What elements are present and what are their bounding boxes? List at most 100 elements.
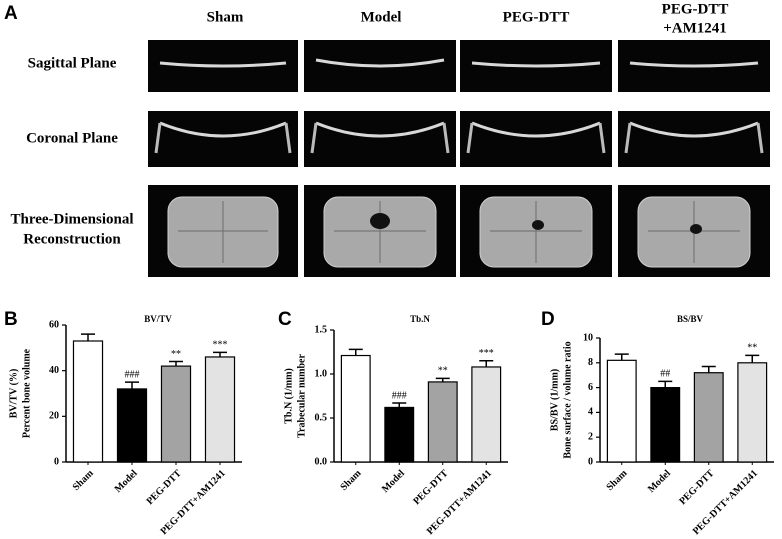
panel-letter: D [541,309,555,330]
significance: *** [479,348,494,359]
x-tick-label: Sham [71,467,97,493]
y-tick-label: 60 [49,319,59,330]
significance: ### [392,390,407,401]
error-bar [745,354,760,363]
y-axis-label: BV/TV (%) [8,369,19,419]
row-label: Three-Dimensional [10,211,133,227]
y-tick-label: 6 [588,382,593,393]
bar [384,406,415,463]
x-tick-label: Model [113,468,140,495]
bone-slice [471,61,601,68]
defect [690,224,702,234]
bone-edge [466,122,606,154]
bone-edge [624,122,764,154]
defect [370,213,390,229]
error-bar [213,351,227,357]
bar [427,381,458,463]
bone-slice [315,58,445,68]
error-bar [392,402,407,408]
ct-image [618,111,770,167]
bar [72,340,104,463]
y-tick-label: 4 [588,407,593,418]
bar [471,366,502,463]
bone-slice [629,121,759,138]
bar [650,387,681,463]
y-tick-label: 0 [54,456,59,467]
column-header: PEG-DTT [662,1,729,17]
y-axis-label: Tb.N (1/mm) [283,368,294,424]
panel-letter: A [4,3,18,24]
ct-image [148,111,298,167]
column-header: PEG-DTT [503,9,570,25]
row-label: Sagittal Plane [28,55,117,71]
error-bar [348,348,363,356]
significance: ** [747,343,757,354]
suture [178,201,268,263]
y-tick-label: 0 [588,456,593,467]
bar [340,354,371,463]
error-bar [125,381,139,389]
y-tick-label: 20 [49,411,59,422]
suture [490,201,582,263]
ct-image [304,111,456,167]
y-tick-label: 2 [588,431,593,442]
bone-slice [629,61,759,68]
y-tick-label: 1.0 [315,368,328,379]
panel-letter: C [278,309,292,330]
error-bar [658,380,673,388]
y-tick-label: 0.5 [315,412,328,423]
chart-title: BV/TV [144,314,172,324]
bone-edge [310,122,450,154]
column-header: Sham [207,9,244,25]
chart-title: Tb.N [410,314,430,324]
y-axis-label: BS/BV (1/mm) [549,369,560,431]
significance: ** [171,349,181,360]
error-bar [701,365,716,373]
y-tick-label: 0.0 [315,456,328,467]
bone-slice [315,121,445,138]
column-header: Model [361,9,402,25]
significance: *** [213,340,228,351]
bar [606,359,637,463]
error-bar [435,377,450,382]
y-tick-label: 1.5 [315,324,328,335]
x-tick-label: Model [646,468,673,495]
panel-letter: B [4,309,18,330]
bar [160,365,192,463]
x-tick-label: PEG-DTT [145,468,184,507]
bar [693,372,724,463]
y-axis-label: Percent bone volume [21,348,32,438]
x-tick-label: PEG-DTT [411,468,450,507]
bar [116,388,148,463]
bone-slice [471,121,601,138]
ct-image [460,111,612,167]
significance: ** [438,366,448,377]
bone-edge [154,122,292,154]
suture [334,201,426,263]
error-bar [479,360,494,367]
x-tick-label: Sham [338,467,364,493]
row-label: Reconstruction [23,231,121,247]
error-bar [169,360,183,367]
row-label: Coronal Plane [26,130,118,146]
significance: ## [660,369,670,380]
significance: ### [125,369,140,380]
y-tick-label: 8 [588,357,593,368]
x-tick-label: Sham [604,467,630,493]
column-header: +AM1241 [663,20,727,36]
bone-slice [159,121,287,138]
x-tick-label: Model [380,468,407,495]
bar [737,362,768,463]
bone-slice [159,61,287,68]
chart-title: BS/BV [677,314,704,324]
error-bar [614,353,629,361]
x-tick-label: PEG-DTT [677,468,716,507]
y-tick-label: 10 [583,332,593,343]
y-tick-label: 40 [49,365,59,376]
defect [532,220,544,230]
error-bar [81,333,95,341]
bar [204,356,236,463]
y-axis-label: Trabecular number [296,354,307,438]
y-axis-label: Bone surface / volume ratio [562,341,573,458]
